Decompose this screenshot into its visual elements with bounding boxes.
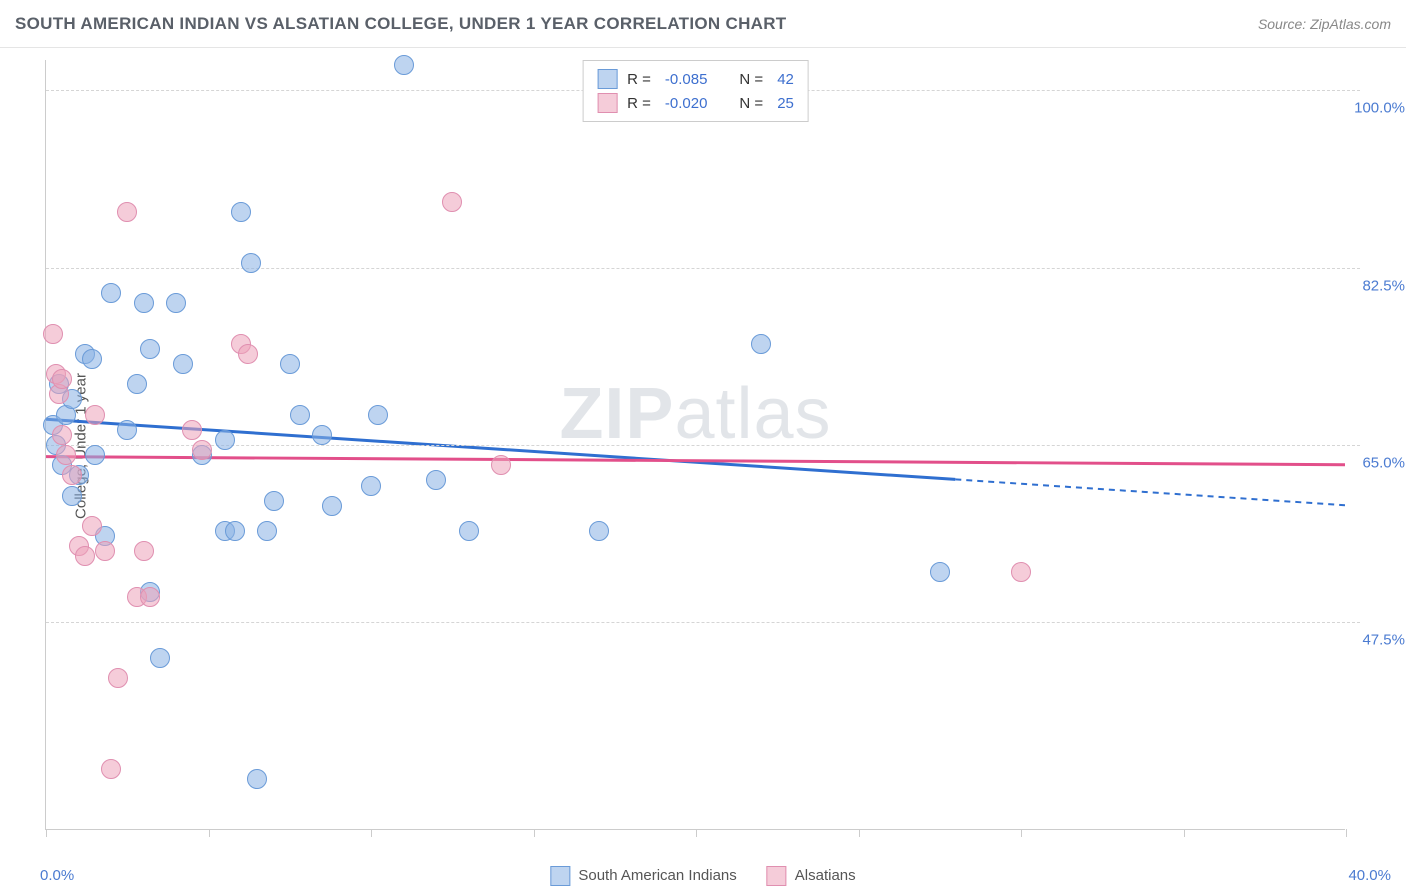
point-series-2 xyxy=(75,546,95,566)
title-bar: SOUTH AMERICAN INDIAN VS ALSATIAN COLLEG… xyxy=(0,0,1406,48)
point-series-2 xyxy=(52,369,72,389)
legend-swatch-icon xyxy=(550,866,570,886)
grid-line xyxy=(46,445,1360,446)
legend-label: Alsatians xyxy=(795,867,856,884)
point-series-1 xyxy=(225,521,245,541)
x-tick xyxy=(696,829,697,837)
point-series-2 xyxy=(238,344,258,364)
point-series-1 xyxy=(280,354,300,374)
watermark-thin: atlas xyxy=(674,374,831,454)
point-series-1 xyxy=(751,334,771,354)
x-axis-min-label: 0.0% xyxy=(40,867,74,884)
legend-swatch-icon xyxy=(597,69,617,89)
point-series-1 xyxy=(241,253,261,273)
point-series-1 xyxy=(85,445,105,465)
legend-item-series-1: South American Indians xyxy=(550,866,736,886)
r-value: -0.020 xyxy=(665,95,708,112)
legend-row-series-2: R = -0.020 N = 25 xyxy=(597,91,794,115)
point-series-1 xyxy=(247,769,267,789)
y-tick-label: 47.5% xyxy=(1362,632,1405,649)
legend-bottom: South American Indians Alsatians xyxy=(550,866,855,886)
plot-area: ZIPatlas 47.5%65.0%82.5%100.0% R = -0.08… xyxy=(45,60,1345,830)
y-tick-label: 65.0% xyxy=(1362,455,1405,472)
r-label: R = xyxy=(627,95,651,112)
point-series-2 xyxy=(192,440,212,460)
legend-swatch-icon xyxy=(767,866,787,886)
point-series-1 xyxy=(117,420,137,440)
x-axis-max-label: 40.0% xyxy=(1348,867,1391,884)
point-series-2 xyxy=(56,445,76,465)
point-series-1 xyxy=(312,425,332,445)
point-series-1 xyxy=(322,496,342,516)
regression-line-extrapolated xyxy=(955,479,1345,505)
legend-row-series-1: R = -0.085 N = 42 xyxy=(597,67,794,91)
x-tick xyxy=(209,829,210,837)
point-series-1 xyxy=(290,405,310,425)
point-series-2 xyxy=(43,324,63,344)
r-label: R = xyxy=(627,71,651,88)
point-series-2 xyxy=(82,516,102,536)
point-series-1 xyxy=(140,339,160,359)
point-series-1 xyxy=(361,476,381,496)
n-value: 25 xyxy=(777,95,794,112)
point-series-1 xyxy=(589,521,609,541)
watermark: ZIPatlas xyxy=(559,373,831,455)
point-series-1 xyxy=(101,283,121,303)
n-value: 42 xyxy=(777,71,794,88)
point-series-2 xyxy=(491,455,511,475)
n-label: N = xyxy=(739,95,763,112)
point-series-1 xyxy=(150,648,170,668)
point-series-1 xyxy=(62,486,82,506)
point-series-1 xyxy=(459,521,479,541)
r-value: -0.085 xyxy=(665,71,708,88)
point-series-2 xyxy=(442,192,462,212)
x-tick xyxy=(1021,829,1022,837)
point-series-2 xyxy=(1011,562,1031,582)
point-series-2 xyxy=(134,541,154,561)
point-series-1 xyxy=(264,491,284,511)
point-series-1 xyxy=(394,55,414,75)
x-tick xyxy=(534,829,535,837)
x-tick xyxy=(1346,829,1347,837)
watermark-bold: ZIP xyxy=(559,374,674,454)
point-series-2 xyxy=(95,541,115,561)
point-series-2 xyxy=(52,425,72,445)
point-series-1 xyxy=(82,349,102,369)
source-attribution: Source: ZipAtlas.com xyxy=(1258,16,1391,32)
point-series-1 xyxy=(257,521,277,541)
x-tick xyxy=(859,829,860,837)
point-series-1 xyxy=(930,562,950,582)
legend-swatch-icon xyxy=(597,93,617,113)
point-series-2 xyxy=(101,759,121,779)
x-tick xyxy=(371,829,372,837)
regression-line xyxy=(46,457,1345,465)
point-series-2 xyxy=(182,420,202,440)
legend-item-series-2: Alsatians xyxy=(767,866,856,886)
point-series-2 xyxy=(85,405,105,425)
y-tick-label: 82.5% xyxy=(1362,277,1405,294)
y-tick-label: 100.0% xyxy=(1354,100,1405,117)
point-series-1 xyxy=(231,202,251,222)
point-series-1 xyxy=(426,470,446,490)
point-series-1 xyxy=(215,430,235,450)
point-series-1 xyxy=(134,293,154,313)
n-label: N = xyxy=(739,71,763,88)
grid-line xyxy=(46,622,1360,623)
point-series-1 xyxy=(127,374,147,394)
point-series-1 xyxy=(368,405,388,425)
legend-label: South American Indians xyxy=(578,867,736,884)
point-series-2 xyxy=(140,587,160,607)
legend-correlation-box: R = -0.085 N = 42 R = -0.020 N = 25 xyxy=(582,60,809,122)
point-series-2 xyxy=(62,465,82,485)
point-series-2 xyxy=(108,668,128,688)
x-tick xyxy=(1184,829,1185,837)
point-series-1 xyxy=(173,354,193,374)
point-series-2 xyxy=(117,202,137,222)
x-tick xyxy=(46,829,47,837)
point-series-1 xyxy=(166,293,186,313)
chart-title: SOUTH AMERICAN INDIAN VS ALSATIAN COLLEG… xyxy=(15,14,787,34)
